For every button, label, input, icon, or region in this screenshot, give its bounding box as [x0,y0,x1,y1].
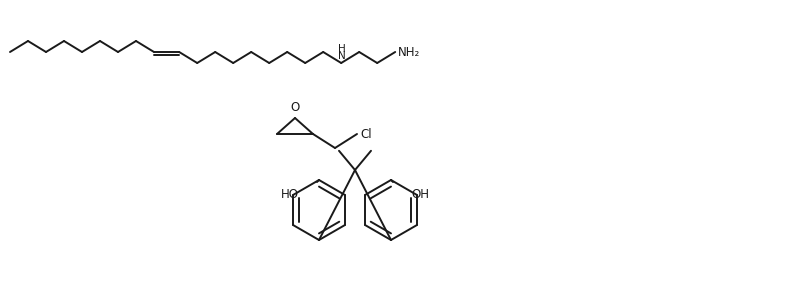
Text: Cl: Cl [360,127,371,140]
Text: NH₂: NH₂ [398,45,421,58]
Text: H: H [339,44,346,54]
Text: N: N [339,51,346,61]
Text: O: O [290,101,300,114]
Text: HO: HO [281,188,299,201]
Text: OH: OH [411,188,429,201]
